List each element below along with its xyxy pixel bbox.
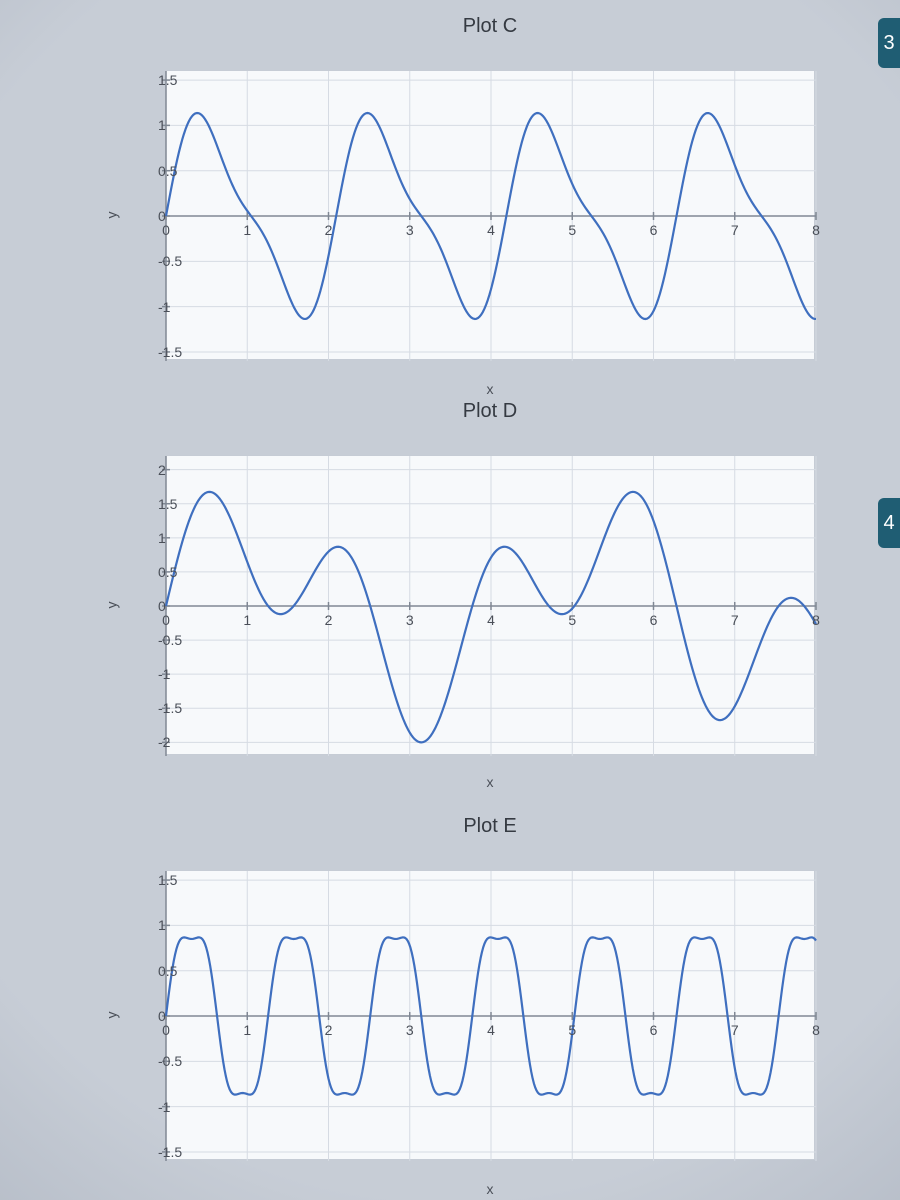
plot-e-xtick-2: 2: [325, 1022, 333, 1038]
plot-d-xtick-2: 2: [325, 612, 333, 628]
plot-c-xtick-7: 7: [731, 222, 739, 238]
plot-e-xtick-0: 0: [162, 1022, 170, 1038]
plot-e-xtick-7: 7: [731, 1022, 739, 1038]
plot-e-xtick-1: 1: [243, 1022, 251, 1038]
plot-e-xtick-8: 8: [812, 1022, 820, 1038]
plot-d-title: Plot D: [165, 400, 815, 423]
plot-e-area: Plot E012345678-1.5-1-0.500.511.5xy: [90, 800, 870, 1200]
plot-d-xtick-7: 7: [731, 612, 739, 628]
plot-c-area: Plot C012345678-1.5-1-0.500.511.5xy: [90, 0, 870, 400]
plot-c-xlabel: x: [487, 381, 494, 397]
plot-e-xtick-4: 4: [487, 1022, 495, 1038]
plot-d-xtick-3: 3: [406, 612, 414, 628]
plot-c-title: Plot C: [165, 15, 815, 38]
plot-d-xtick-5: 5: [568, 612, 576, 628]
plot-c-xtick-1: 1: [243, 222, 251, 238]
plot-d-xtick-4: 4: [487, 612, 495, 628]
plot-c-xtick-5: 5: [568, 222, 576, 238]
plot-c-ylabel: y: [104, 212, 120, 219]
plot-c-xtick-0: 0: [162, 222, 170, 238]
plot-c-xtick-8: 8: [812, 222, 820, 238]
plot-c-svg: [166, 71, 816, 361]
plot-d-area: Plot D012345678-2-1.5-1-0.500.511.52xy: [90, 400, 870, 800]
plot-c-xtick-3: 3: [406, 222, 414, 238]
plot-c-xtick-6: 6: [650, 222, 658, 238]
plot-c-plot: 012345678-1.5-1-0.500.511.5xy: [165, 70, 815, 360]
plot-c-xtick-2: 2: [325, 222, 333, 238]
plot-c-xtick-4: 4: [487, 222, 495, 238]
btn-3-label: 3: [883, 32, 894, 55]
plot-d-xtick-0: 0: [162, 612, 170, 628]
plot-d-xtick-1: 1: [243, 612, 251, 628]
plot-e-ylabel: y: [104, 1012, 120, 1019]
plot-d-plot: 012345678-2-1.5-1-0.500.511.52xy: [165, 455, 815, 755]
btn-4-label: 4: [883, 512, 894, 535]
plot-d-xtick-8: 8: [812, 612, 820, 628]
btn-3[interactable]: 3: [878, 18, 900, 68]
plot-d-xlabel: x: [487, 774, 494, 790]
plot-e-xtick-3: 3: [406, 1022, 414, 1038]
plot-e-plot: 012345678-1.5-1-0.500.511.5xy: [165, 870, 815, 1160]
plot-d-svg: [166, 456, 816, 756]
plot-e-svg: [166, 871, 816, 1161]
btn-4[interactable]: 4: [878, 498, 900, 548]
plot-e-xlabel: x: [487, 1181, 494, 1197]
plot-e-xtick-5: 5: [568, 1022, 576, 1038]
plot-d-xtick-6: 6: [650, 612, 658, 628]
plot-e-title: Plot E: [165, 815, 815, 838]
plot-e-xtick-6: 6: [650, 1022, 658, 1038]
page-root: 34Plot C012345678-1.5-1-0.500.511.5xyPlo…: [0, 0, 900, 1200]
plot-d-ylabel: y: [104, 602, 120, 609]
